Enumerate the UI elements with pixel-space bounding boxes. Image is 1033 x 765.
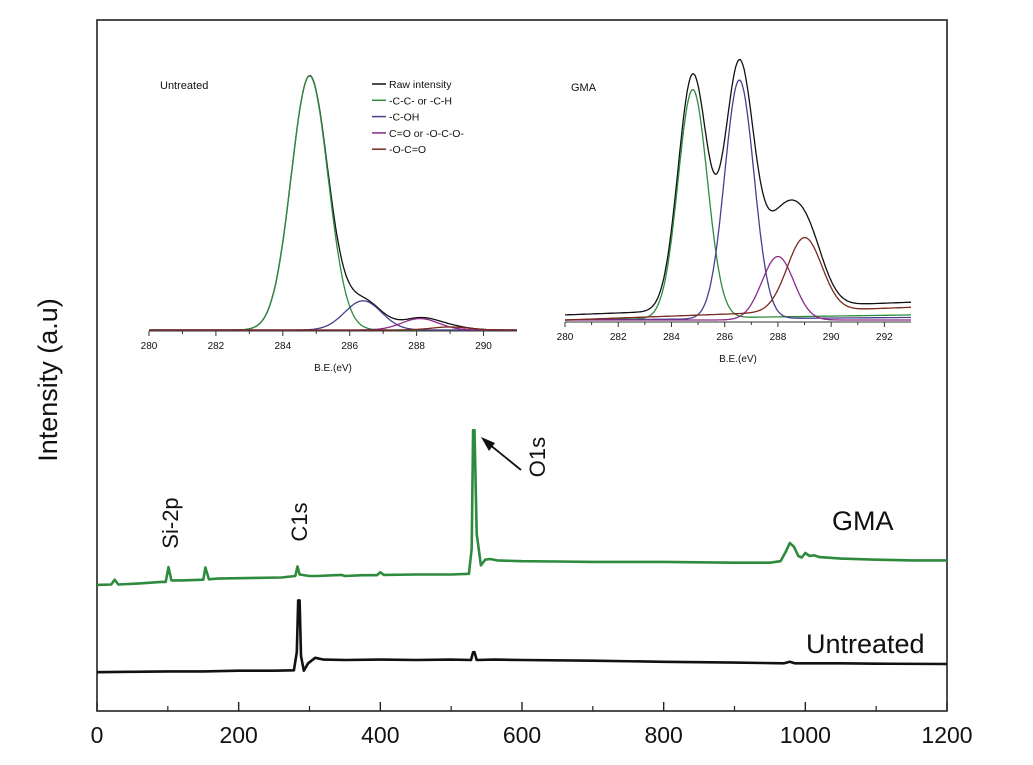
survey-plot: 0 200 400 600 800 1000 1200 Intensity (a.u) Si-2… bbox=[33, 19, 973, 748]
o1s-arrow-head bbox=[481, 437, 495, 451]
x-tick-label: 600 bbox=[503, 722, 541, 748]
inset-x-tick-label: 280 bbox=[557, 332, 574, 343]
inset-x-tick-label: 282 bbox=[610, 332, 627, 343]
inset-curve-raw-intensity bbox=[565, 58, 912, 316]
inset-x-tick-label: 284 bbox=[663, 332, 680, 343]
inset-x-tick-label: 288 bbox=[408, 341, 425, 352]
x-tick-label: 1000 bbox=[780, 722, 831, 748]
inset-curve-c-o-or-o-c-o bbox=[565, 255, 911, 321]
inset-curve-o-c-o bbox=[149, 326, 517, 331]
x-tick-label: 800 bbox=[644, 722, 682, 748]
x-tick-label: 1200 bbox=[921, 722, 972, 748]
series-label-untreated: Untreated bbox=[806, 629, 925, 659]
legend-entry: -C-C- or -C-H bbox=[389, 95, 452, 107]
inset-x-axis-label: B.E.(eV) bbox=[314, 363, 352, 374]
peak-label-c1s: C1s bbox=[287, 502, 312, 541]
inset-x-tick-label: 284 bbox=[274, 341, 291, 352]
series-line-gma bbox=[96, 428, 947, 587]
inset-x-tick-label: 290 bbox=[475, 341, 492, 352]
inset-x-tick-label: 290 bbox=[823, 332, 840, 343]
inset-title: Untreated bbox=[160, 80, 208, 92]
inset-x-tick-label: 282 bbox=[208, 341, 225, 352]
inset-curve-o-c-o bbox=[565, 236, 911, 321]
series-label-gma: GMA bbox=[832, 506, 894, 536]
inset-x-axis-label: B.E.(eV) bbox=[719, 354, 757, 365]
peak-label-o1s: O1s bbox=[525, 437, 550, 477]
y-axis-label: Intensity (a.u) bbox=[33, 298, 63, 462]
inset-title: GMA bbox=[571, 82, 597, 94]
inset-x-tick-label: 280 bbox=[141, 341, 158, 352]
x-tick-label: 0 bbox=[91, 722, 104, 748]
series-line-untreated bbox=[96, 599, 948, 674]
x-tick-label: 200 bbox=[219, 722, 257, 748]
legend-entry: Raw intensity bbox=[389, 79, 452, 91]
inset-untreated-plot: 280 282 284 286 288 290 B.E.(eV) Untreated Raw i… bbox=[141, 74, 517, 374]
inset-x-tick-label: 292 bbox=[876, 332, 893, 343]
inset-x-tick-label: 286 bbox=[716, 332, 733, 343]
peak-label-si2p: Si-2p bbox=[158, 497, 183, 548]
legend-entry: -O-C=O bbox=[389, 144, 426, 156]
legend-entry: -C-OH bbox=[389, 112, 419, 124]
x-tick-label: 400 bbox=[361, 722, 399, 748]
inset-gma-plot: 280 282 284 286 288 290 292 B.E.(eV) GMA bbox=[557, 58, 912, 365]
inset-x-tick-label: 286 bbox=[341, 341, 358, 352]
legend-entry: C=O or -O-C-O- bbox=[389, 128, 464, 140]
inset-x-tick-label: 288 bbox=[770, 332, 787, 343]
